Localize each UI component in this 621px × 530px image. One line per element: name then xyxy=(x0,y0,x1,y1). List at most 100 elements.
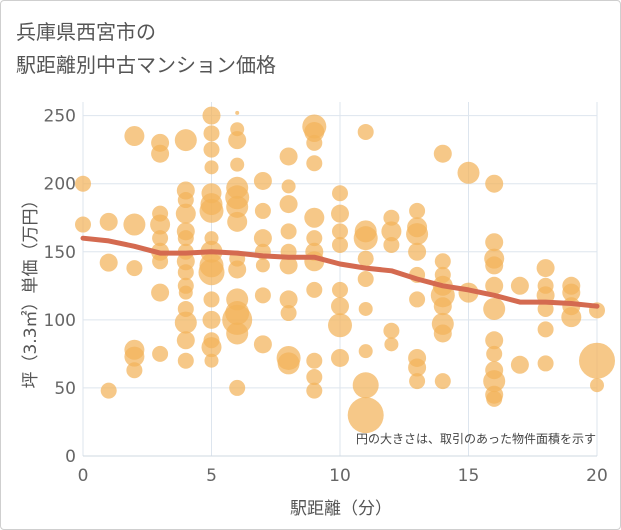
bubble xyxy=(151,283,170,302)
chart-title: 兵庫県西宮市の 駅距離別中古マンション価格 xyxy=(16,20,276,77)
bubble xyxy=(306,281,323,298)
bubble xyxy=(235,110,240,115)
chart-annotation: 円の大きさは、取引のあった物件面積を示す xyxy=(356,431,596,446)
bubble xyxy=(357,271,374,287)
bubble xyxy=(486,345,503,362)
bubble xyxy=(281,179,296,194)
bubble xyxy=(457,161,480,184)
bubble xyxy=(408,242,427,261)
bubble xyxy=(175,203,196,224)
bubble xyxy=(198,259,225,286)
bubble xyxy=(279,290,298,309)
bubble xyxy=(174,311,197,334)
bubble xyxy=(306,382,323,399)
bubble xyxy=(347,397,384,434)
bubble xyxy=(280,223,297,240)
bubble xyxy=(332,185,348,202)
bubble xyxy=(203,141,220,158)
bubble xyxy=(537,300,554,317)
bubble xyxy=(537,321,554,338)
bubble xyxy=(152,345,169,362)
bubble xyxy=(434,373,451,390)
bubble xyxy=(203,291,220,308)
bubble xyxy=(510,276,529,295)
bubble xyxy=(203,125,220,142)
bubble xyxy=(485,233,504,252)
bubble xyxy=(99,212,118,231)
x-tick-label: 20 xyxy=(586,466,608,486)
bubble xyxy=(434,253,451,270)
bubble xyxy=(177,192,194,209)
bubble xyxy=(332,281,348,298)
bubble xyxy=(485,331,504,350)
bubble xyxy=(409,202,426,219)
bubble xyxy=(126,260,143,277)
y-tick-label: 100 xyxy=(44,311,76,331)
bubble xyxy=(383,322,400,339)
bubble xyxy=(331,348,349,367)
bubble xyxy=(485,276,504,295)
bubble xyxy=(174,129,197,152)
x-tick-label: 0 xyxy=(78,466,89,486)
bubble xyxy=(253,335,272,354)
bubble xyxy=(433,144,452,163)
bubble xyxy=(202,310,221,329)
bubble xyxy=(100,382,117,399)
bubble xyxy=(177,230,194,247)
bubbles xyxy=(75,106,615,434)
bubble xyxy=(254,287,271,304)
y-tick-label: 0 xyxy=(65,447,76,467)
bubble xyxy=(357,250,374,267)
x-tick-label: 5 xyxy=(206,466,217,486)
y-tick-label: 150 xyxy=(44,243,76,263)
bubble xyxy=(151,144,170,163)
bubble xyxy=(536,259,555,278)
bubble xyxy=(306,230,323,247)
bubble xyxy=(381,221,402,242)
bubble xyxy=(433,324,452,343)
bubble xyxy=(177,352,194,369)
bubble xyxy=(332,236,348,253)
bubble xyxy=(152,253,169,270)
bubble xyxy=(75,175,91,192)
bubble xyxy=(304,207,325,228)
bubble xyxy=(279,195,298,214)
y-tick-label: 200 xyxy=(44,175,76,195)
bubble xyxy=(409,373,426,390)
bubble xyxy=(358,301,373,316)
bubble xyxy=(353,226,378,251)
bubble xyxy=(358,344,373,359)
bubble xyxy=(123,213,146,236)
x-tick-label: 10 xyxy=(329,466,351,486)
bubble xyxy=(561,307,582,328)
bubble xyxy=(202,106,221,125)
bubble xyxy=(254,202,271,219)
bubble xyxy=(384,337,399,352)
bubble xyxy=(201,337,222,358)
bubble xyxy=(352,372,379,399)
bubble xyxy=(537,355,554,372)
bubble xyxy=(383,236,400,253)
bubble xyxy=(150,214,171,235)
bubble xyxy=(408,358,427,377)
bubble xyxy=(306,352,323,369)
grid-lines xyxy=(82,102,598,457)
bubble xyxy=(228,260,247,279)
bubble xyxy=(124,126,145,147)
bubble xyxy=(306,155,323,172)
bubble xyxy=(230,157,245,172)
bubble xyxy=(204,353,219,368)
bubble xyxy=(279,256,298,275)
bubble xyxy=(483,370,506,393)
bubble xyxy=(204,160,219,175)
trend-line xyxy=(80,235,600,309)
bubble xyxy=(277,352,300,375)
bubble xyxy=(433,297,452,316)
bubble xyxy=(255,258,270,273)
bubble xyxy=(590,378,604,393)
bubble xyxy=(579,342,615,379)
bubble xyxy=(510,355,529,374)
bubble xyxy=(306,134,323,151)
bubble xyxy=(124,346,145,367)
